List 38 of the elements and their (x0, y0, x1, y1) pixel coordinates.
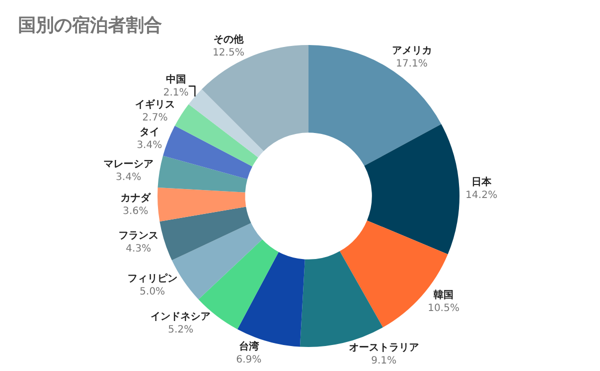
data-label: 17.1% (396, 58, 428, 70)
donut-slice (202, 45, 308, 152)
data-label: 5.0% (140, 286, 166, 298)
data-label: 3.4% (136, 140, 162, 151)
donut-slice (364, 124, 460, 254)
slice-label: オーストラリア (348, 342, 419, 354)
donut-slice (188, 89, 264, 158)
slice-label: その他 (213, 33, 244, 46)
data-label: 6.9% (236, 354, 262, 366)
slice-label: タイ (139, 126, 160, 138)
data-label: 4.3% (126, 243, 152, 254)
slice-label: アメリカ (392, 45, 432, 56)
data-label: 12.5% (212, 47, 244, 58)
slice-label: イギリス (135, 98, 176, 111)
data-label: 3.6% (122, 206, 148, 218)
data-label: 9.1% (371, 355, 397, 366)
donut-slice (160, 206, 252, 260)
donut-slice (174, 104, 258, 166)
slice-label: インドネシア (150, 311, 211, 322)
slice-label: 韓国 (434, 289, 454, 302)
slice-label: 中国 (166, 74, 186, 86)
slice-label: 日本 (471, 176, 492, 188)
slice-label: フランス (118, 230, 158, 242)
data-label: 2.7% (142, 112, 168, 124)
donut-slice (158, 156, 248, 192)
data-label: 10.5% (428, 303, 460, 314)
chart-title: 国別の宿泊者割合 (18, 15, 162, 36)
data-label: 14.2% (466, 190, 498, 201)
slice-label: カナダ (120, 192, 152, 204)
donut-slice (308, 45, 442, 166)
slice-label: フィリピン (127, 272, 178, 284)
slice-label: 台湾 (238, 340, 260, 352)
data-label: 5.2% (168, 324, 194, 336)
donut-slice (158, 187, 246, 222)
slice-label: マレーシア (104, 159, 154, 170)
data-label: 3.4% (116, 172, 142, 184)
donut-slice (162, 126, 252, 180)
data-label: 2.1% (163, 88, 189, 99)
